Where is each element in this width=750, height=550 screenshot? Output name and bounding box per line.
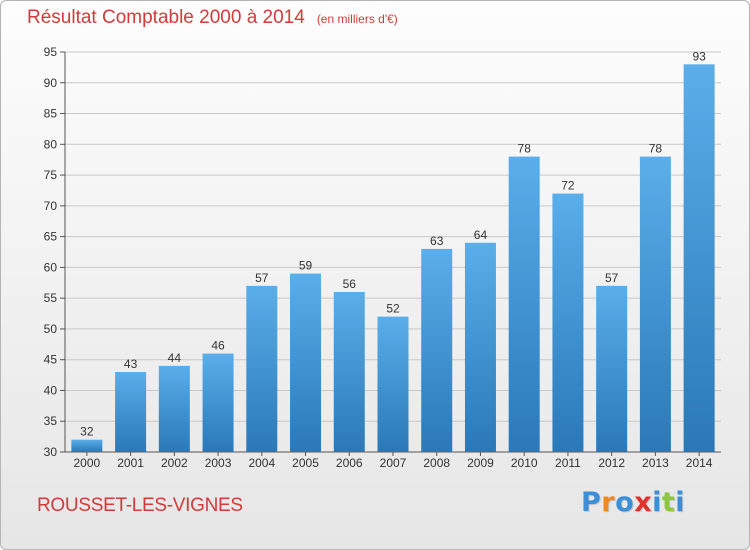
logo-letter: P	[581, 487, 602, 518]
value-label: 44	[168, 351, 182, 365]
bar-2011	[552, 193, 584, 453]
y-tick-label: 60	[44, 260, 58, 274]
bar-2007	[377, 316, 409, 452]
value-label: 57	[255, 271, 269, 285]
proxiti-logo[interactable]: Proxiti	[581, 487, 685, 518]
value-label: 52	[386, 302, 400, 316]
y-tick-label: 40	[44, 383, 58, 397]
x-tick-label: 2008	[423, 456, 450, 470]
bar-2004	[246, 285, 278, 452]
value-label: 32	[80, 425, 94, 439]
logo-letter: o	[615, 487, 635, 518]
value-label: 63	[430, 234, 444, 248]
logo-letter: i	[652, 487, 662, 518]
chart-title: Résultat Comptable 2000 à 2014	[27, 7, 305, 28]
x-tick-label: 2013	[642, 456, 669, 470]
y-tick-label: 35	[44, 414, 58, 428]
value-label: 72	[561, 179, 575, 193]
bar-2000	[71, 439, 103, 452]
logo-letter: t	[661, 487, 676, 518]
y-tick-label: 30	[44, 445, 58, 459]
y-tick-label: 70	[44, 199, 58, 213]
bar-2009	[464, 242, 496, 452]
bar-2010	[508, 156, 540, 452]
bar-2013	[639, 156, 671, 452]
bar-2008	[421, 248, 453, 452]
x-tick-label: 2014	[686, 456, 713, 470]
y-tick-label: 75	[44, 168, 58, 182]
value-label: 57	[605, 271, 619, 285]
value-label: 43	[124, 357, 138, 371]
x-tick-label: 2011	[555, 456, 581, 470]
value-label: 78	[649, 142, 663, 156]
value-label: 46	[211, 339, 225, 353]
x-tick-label: 2002	[161, 456, 188, 470]
y-tick-label: 50	[44, 322, 58, 336]
x-tick-label: 2006	[336, 456, 363, 470]
bar-2002	[158, 365, 190, 452]
bar-2001	[115, 372, 147, 452]
value-label: 78	[518, 142, 532, 156]
title-row: Résultat Comptable 2000 à 2014 (en milli…	[27, 7, 398, 29]
value-labels: 32 43 44 46 57 59 56 52 63 64 78 72 57 78 93	[80, 49, 706, 438]
logo-letter: i	[675, 487, 686, 518]
x-tick-label: 2004	[248, 456, 275, 470]
bar-2014	[683, 64, 715, 453]
logo-letter: x	[634, 487, 653, 518]
bars	[71, 64, 715, 453]
x-tick-label: 2007	[380, 456, 407, 470]
x-tick-label: 2012	[598, 456, 625, 470]
value-label: 56	[343, 277, 357, 291]
chart-subtitle: (en milliers d'€)	[316, 12, 398, 26]
value-label: 59	[299, 259, 313, 273]
x-tick-label: 2001	[117, 456, 144, 470]
x-tick-label: 2005	[292, 456, 319, 470]
y-tick-label: 85	[44, 107, 58, 121]
y-tick-label: 45	[44, 353, 58, 367]
x-tick-label: 2003	[205, 456, 232, 470]
y-tick-label: 55	[44, 291, 58, 305]
y-tick-label: 95	[44, 45, 58, 59]
y-tick-label: 80	[44, 137, 58, 151]
commune-name: ROUSSET-LES-VIGNES	[37, 495, 243, 516]
logo-letter: r	[601, 487, 616, 518]
bar-2006	[333, 292, 365, 452]
y-tick-label: 65	[44, 230, 58, 244]
tick-labels: 30 35 40 45 50 55 60 65 70 75 80 85 90 95 2000 2001 2002…	[44, 45, 713, 470]
x-tick-label: 2000	[74, 456, 101, 470]
value-label: 93	[692, 49, 706, 63]
bar-2005	[290, 273, 322, 452]
value-label: 64	[474, 228, 488, 242]
bar-2003	[202, 353, 234, 452]
y-tick-label: 90	[44, 76, 58, 90]
bar-2012	[596, 285, 628, 452]
x-tick-label: 2010	[511, 456, 538, 470]
x-tick-label: 2009	[467, 456, 494, 470]
